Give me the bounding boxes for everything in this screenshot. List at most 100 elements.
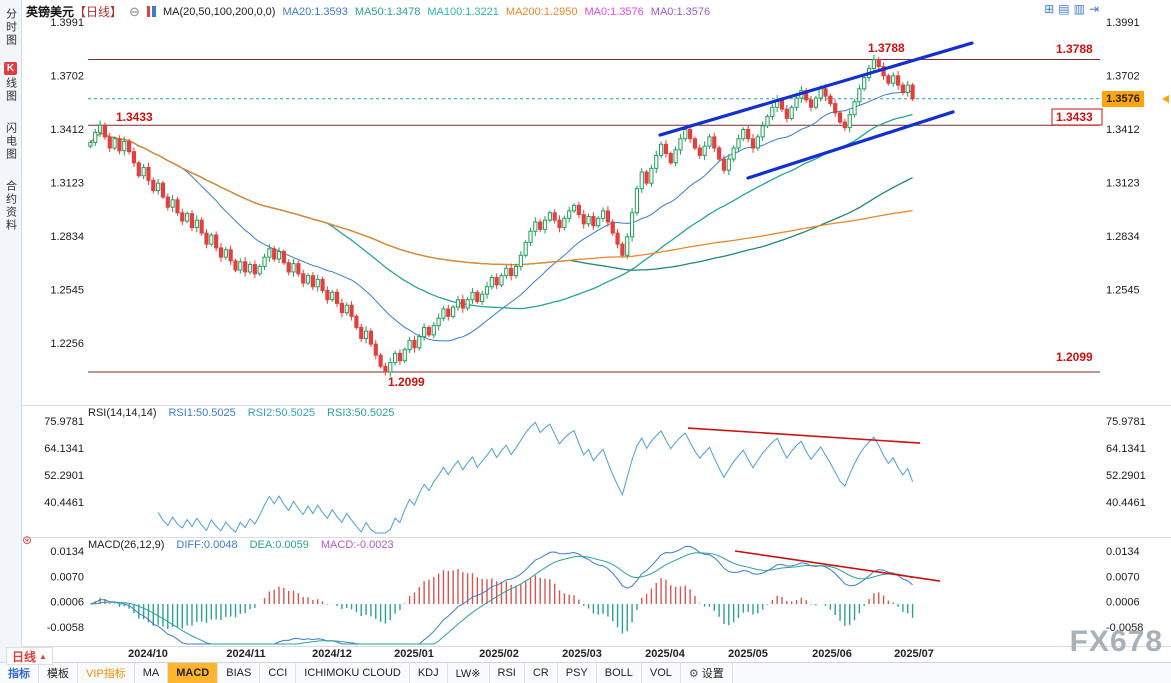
layout-columns-icon[interactable]: ▥ <box>1073 2 1085 16</box>
sidebar-item-kline-label: 线图 <box>4 77 17 103</box>
svg-text:1.2256: 1.2256 <box>50 338 84 350</box>
svg-text:0.0134: 0.0134 <box>1106 546 1140 558</box>
symbol-group: 英镑美元【日线】 <box>26 3 122 20</box>
toolbar-item-lwr[interactable]: LW※ <box>448 663 490 683</box>
sidebar-item-timeshare[interactable]: 分时图 <box>0 8 21 47</box>
toolbar-item-cr[interactable]: CR <box>525 663 558 683</box>
svg-text:2025/04: 2025/04 <box>645 648 686 660</box>
toolbar-item-indicators[interactable]: 指标 <box>0 663 39 683</box>
rsi3-value: RSI3:50.5025 <box>327 407 395 419</box>
svg-text:1.3702: 1.3702 <box>50 70 84 82</box>
svg-text:2025/05: 2025/05 <box>728 648 768 660</box>
svg-text:1.3788: 1.3788 <box>1056 42 1093 56</box>
svg-text:0.0006: 0.0006 <box>1106 597 1140 609</box>
ma0-value-1: MA0:1.3576 <box>584 5 644 18</box>
svg-text:-0.0058: -0.0058 <box>47 622 84 634</box>
svg-text:1.2099: 1.2099 <box>1056 350 1093 364</box>
collapse-legend-icon[interactable]: ⊖ <box>129 3 140 19</box>
toolbar-item-macd[interactable]: MACD <box>168 663 219 683</box>
svg-text:2025/02: 2025/02 <box>479 648 519 660</box>
toolbar-item-vip[interactable]: VIP指标 <box>78 663 135 683</box>
symbol-name: 英镑美元 <box>26 5 75 19</box>
rsi1-value: RSI1:50.5025 <box>168 407 236 419</box>
svg-text:1.3991: 1.3991 <box>50 17 84 29</box>
svg-text:52.2901: 52.2901 <box>44 470 84 482</box>
toolbar-item-rsi[interactable]: RSI <box>490 663 525 683</box>
sidebar-item-contract-info-label: 合约资料 <box>4 180 17 232</box>
toolbar-item-settings[interactable]: ⚙ 设置 <box>681 663 733 683</box>
ma0-value-2: MA0:1.3576 <box>650 5 711 18</box>
toolbar-item-cci[interactable]: CCI <box>260 663 297 683</box>
ma20-value: MA20:1.3593 <box>282 5 348 18</box>
period-label: 日线 <box>12 649 37 664</box>
svg-text:1.3991: 1.3991 <box>1106 17 1140 29</box>
rsi-header: RSI(14,14,14) RSI1:50.5025 RSI2:50.5025 … <box>88 407 394 419</box>
window-layout-icons: ⊞ ▤ ▥ ⇥ <box>1044 2 1099 16</box>
svg-text:1.2099: 1.2099 <box>388 375 425 389</box>
svg-text:0.0070: 0.0070 <box>1106 571 1140 583</box>
layout-rows-icon[interactable]: ▤ <box>1058 2 1070 16</box>
toolbar-item-ichimoku[interactable]: ICHIMOKU CLOUD <box>296 663 410 683</box>
svg-text:1.3123: 1.3123 <box>1106 178 1140 190</box>
macd-diff-value: DIFF:0.0048 <box>176 539 238 551</box>
svg-text:2024/10: 2024/10 <box>128 648 168 660</box>
rsi2-value: RSI2:50.5025 <box>247 407 316 419</box>
panel-settings-icon[interactable]: ⊛ <box>22 533 33 547</box>
brand-watermark: FX678 <box>1069 625 1163 658</box>
svg-text:64.1341: 64.1341 <box>44 443 84 455</box>
svg-text:40.4461: 40.4461 <box>1106 497 1146 509</box>
sidebar-item-lightning-label: 闪电图 <box>4 122 17 161</box>
sidebar-item-timeshare-label: 分时图 <box>4 8 17 47</box>
rsi-title: RSI(14,14,14) <box>88 407 157 419</box>
svg-text:1.2834: 1.2834 <box>50 231 84 243</box>
svg-text:0.0134: 0.0134 <box>50 546 84 558</box>
indicator-toolbar: 指标 模板 VIP指标 MA MACD BIAS CCI ICHIMOKU CL… <box>0 662 1171 683</box>
layout-grid-icon[interactable]: ⊞ <box>1044 2 1055 16</box>
ma100-value: MA100:1.3221 <box>427 5 499 18</box>
gear-icon: ⚙ <box>688 667 699 680</box>
ma50-value: MA50:1.3478 <box>354 5 421 18</box>
svg-text:1.3412: 1.3412 <box>1106 124 1140 136</box>
macd-header: MACD(26,12,9) DIFF:0.0048 DEA:0.0059 MAC… <box>88 539 394 551</box>
svg-text:0.0006: 0.0006 <box>50 597 84 609</box>
sidebar-item-kline[interactable]: K 线图 <box>0 62 21 103</box>
svg-text:1.3433: 1.3433 <box>1056 110 1093 124</box>
macd-title: MACD(26,12,9) <box>88 539 165 551</box>
svg-text:1.3433: 1.3433 <box>116 110 153 124</box>
toolbar-item-bias[interactable]: BIAS <box>218 663 261 683</box>
svg-text:64.1341: 64.1341 <box>1106 443 1146 455</box>
period-selector[interactable]: 日线 ▲ <box>6 647 53 665</box>
svg-text:2024/12: 2024/12 <box>312 648 352 660</box>
macd-dea-value: DEA:0.0059 <box>249 539 309 551</box>
svg-text:0.0070: 0.0070 <box>50 571 84 583</box>
ma-indicator-icon <box>146 6 156 17</box>
svg-text:2025/01: 2025/01 <box>394 648 434 660</box>
sidebar-item-lightning[interactable]: 闪电图 <box>0 122 21 161</box>
toolbar-item-settings-label: 设置 <box>701 668 724 680</box>
svg-text:-0.0058: -0.0058 <box>1106 622 1143 634</box>
current-price-arrow-icon <box>1162 95 1169 103</box>
svg-text:1.2834: 1.2834 <box>1106 231 1140 243</box>
svg-text:1.3412: 1.3412 <box>50 124 84 136</box>
svg-text:40.4461: 40.4461 <box>44 497 84 509</box>
toolbar-item-ma[interactable]: MA <box>135 663 169 683</box>
svg-text:75.9781: 75.9781 <box>44 416 84 428</box>
ma-settings-label: MA(20,50,100,200,0,0) <box>162 5 276 18</box>
period-arrow-icon: ▲ <box>39 651 47 661</box>
macd-hist-value: MACD:-0.0023 <box>320 539 394 551</box>
left-sidebar: 分时图 K 线图 闪电图 合约资料 <box>0 0 22 683</box>
toolbar-item-kdj[interactable]: KDJ <box>410 663 448 683</box>
svg-text:75.9781: 75.9781 <box>1106 416 1146 428</box>
svg-text:52.2901: 52.2901 <box>1106 470 1146 482</box>
svg-text:1.3702: 1.3702 <box>1106 70 1140 82</box>
toolbar-item-psy[interactable]: PSY <box>558 663 597 683</box>
layout-expand-icon[interactable]: ⇥ <box>1088 2 1099 16</box>
toolbar-item-templates[interactable]: 模板 <box>39 663 78 683</box>
svg-text:1.3788: 1.3788 <box>868 41 905 55</box>
toolbar-item-boll[interactable]: BOLL <box>597 663 642 683</box>
svg-text:2025/07: 2025/07 <box>894 648 934 660</box>
toolbar-item-vol[interactable]: VOL <box>642 663 681 683</box>
sidebar-item-contract-info[interactable]: 合约资料 <box>0 180 21 232</box>
chart-header: 英镑美元【日线】 ⊖ MA(20,50,100,200,0,0) MA20:1.… <box>26 3 710 20</box>
